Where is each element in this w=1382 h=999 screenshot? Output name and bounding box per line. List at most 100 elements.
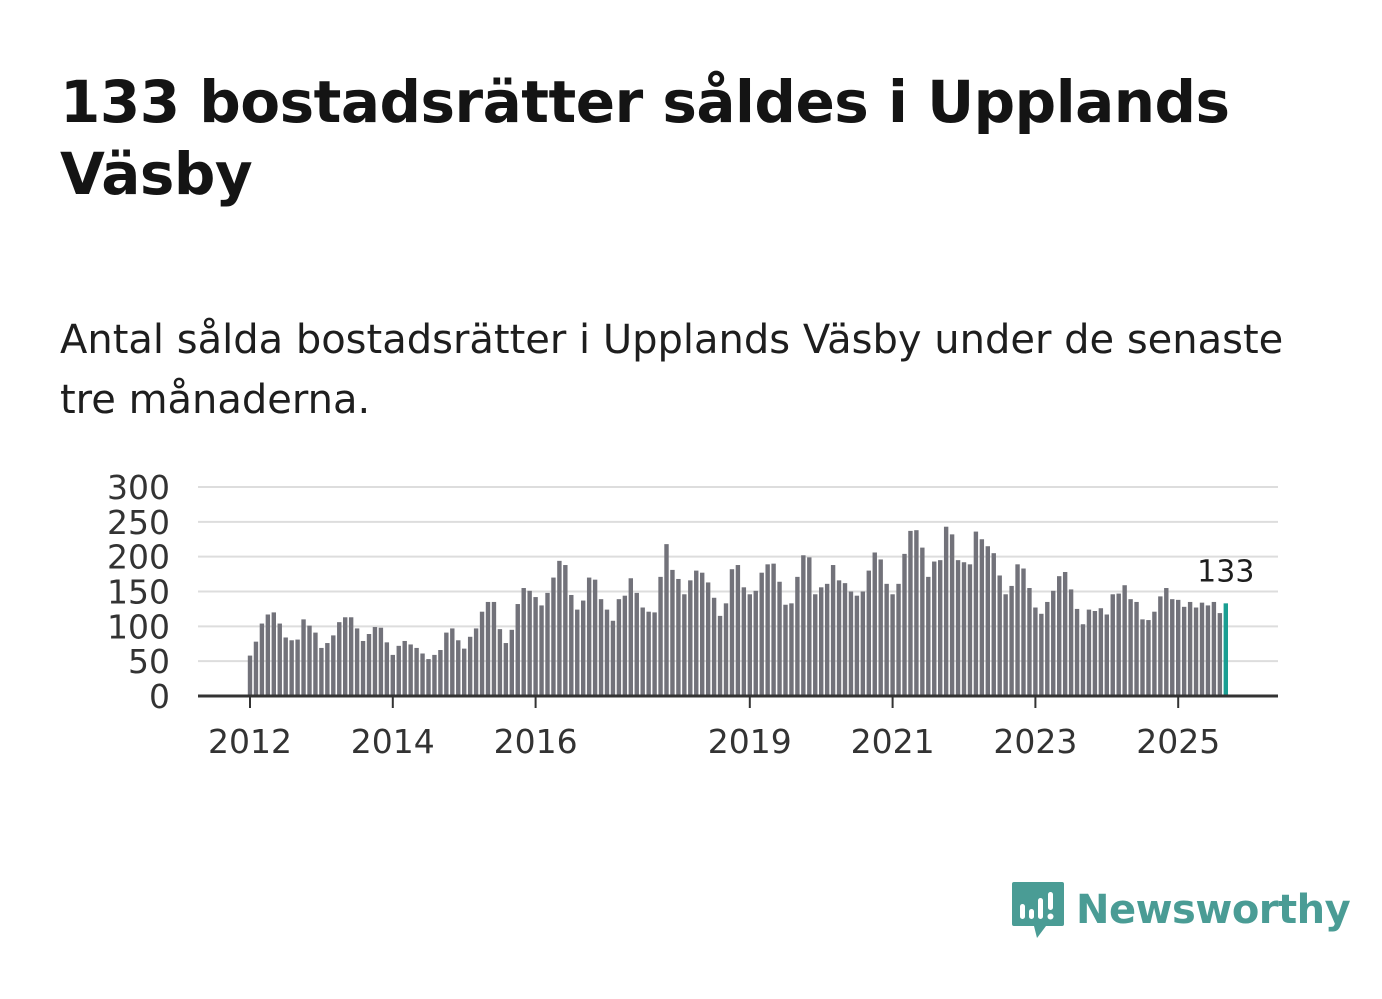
bar-2022-05 (985, 546, 990, 696)
bar-2014-08 (432, 654, 437, 696)
y-tick-label-150: 150 (107, 573, 170, 612)
axes (198, 694, 1278, 708)
bar-2014-07 (426, 659, 431, 696)
bar-2017-03 (616, 599, 622, 696)
bar-2021-01 (890, 594, 895, 696)
bar-2018-11 (735, 565, 741, 696)
bar-2014-03 (402, 640, 407, 696)
bar-2025-01 (1176, 599, 1181, 696)
bar-2012-11 (307, 625, 312, 696)
bar-2024-03 (1116, 593, 1121, 696)
bar-2019-09 (795, 576, 800, 696)
bar-2014-06 (420, 653, 425, 696)
page-title: 133 bostadsrätter såldes i Upplands Väsb… (60, 68, 1230, 208)
bar-2022-09 (1009, 585, 1014, 696)
bar-2020-10 (872, 552, 877, 696)
bar-2013-03 (331, 635, 336, 696)
bar-2012-12 (313, 632, 318, 696)
bar-2013-04 (337, 622, 342, 696)
bar-2012-10 (301, 619, 306, 696)
bar-2025-07 (1211, 601, 1217, 696)
bar-2022-02 (967, 564, 973, 696)
bar-2014-01 (390, 654, 395, 696)
bar-2021-04 (908, 530, 913, 696)
bar-2012-07 (283, 637, 288, 696)
bar-2015-04 (479, 611, 485, 696)
bar-2021-02 (896, 583, 901, 696)
bar-2017-05 (628, 578, 633, 696)
bar-2020-04 (836, 580, 842, 696)
x-tick-label-2012: 2012 (208, 722, 292, 761)
bar-2025-04 (1193, 607, 1199, 696)
bar-2013-05 (343, 617, 348, 696)
bar-2018-10 (729, 569, 735, 696)
bar-2015-10 (515, 604, 520, 696)
bar-2022-11 (1021, 568, 1026, 696)
bars (247, 526, 1228, 696)
bar-2019-11 (807, 557, 812, 696)
bar-2015-09 (509, 629, 514, 696)
bar-2015-07 (497, 629, 503, 696)
x-tick-label-2014: 2014 (351, 722, 435, 761)
bar-2013-11 (378, 627, 384, 696)
bar-2024-11 (1164, 588, 1169, 696)
bar-2023-12 (1098, 608, 1104, 696)
x-tick-label-2023: 2023 (993, 722, 1077, 761)
bar-2015-06 (491, 601, 497, 696)
bar-2022-12 (1027, 588, 1032, 696)
x-tick-label-2019: 2019 (708, 722, 792, 761)
bar-2014-12 (456, 640, 461, 696)
bar-2020-09 (866, 570, 871, 696)
bar-2024-09 (1152, 611, 1157, 696)
bar-2016-05 (557, 560, 562, 696)
bar-2013-10 (372, 627, 378, 696)
bar-2018-09 (723, 603, 729, 696)
bar-2020-02 (824, 583, 830, 696)
bar-2024-02 (1110, 594, 1115, 696)
bar-2017-12 (670, 569, 675, 696)
chart-subtitle: Antal sålda bostadsrätter i Upplands Väs… (60, 317, 1284, 423)
bar-2019-03 (759, 572, 764, 696)
bar-2012-06 (277, 623, 282, 696)
x-tick-label-2016: 2016 (494, 722, 578, 761)
bar-2014-10 (444, 632, 449, 696)
x-tick-label-2021: 2021 (851, 722, 935, 761)
bar-2025-03 (1187, 601, 1193, 696)
newsworthy-logo[interactable]: Newsworthy (1010, 880, 1351, 940)
y-tick-label-50: 50 (128, 642, 170, 681)
bar-2023-03 (1045, 601, 1050, 696)
bar-2023-08 (1074, 608, 1080, 696)
bar-2017-04 (622, 595, 628, 696)
bar-2024-08 (1146, 620, 1151, 696)
bar-2022-03 (973, 531, 979, 696)
newsworthy-chart-bubble-icon (1012, 882, 1064, 938)
bar-2022-01 (961, 562, 967, 696)
bar-2019-08 (789, 603, 794, 696)
last-value-label: 133 (1197, 554, 1254, 589)
bar-2021-12 (955, 560, 961, 696)
bar-2024-06 (1134, 601, 1139, 696)
bar-2024-04 (1122, 585, 1127, 696)
bar-2016-06 (563, 565, 568, 696)
bar-2023-06 (1062, 571, 1068, 696)
bar-undefined (1223, 603, 1228, 696)
bar-2024-10 (1158, 596, 1163, 696)
y-tick-label-0: 0 (149, 677, 170, 716)
bar-2020-11 (878, 559, 883, 696)
bar-2021-08 (932, 561, 937, 696)
bar-2013-01 (319, 647, 324, 696)
bar-2014-04 (408, 644, 413, 696)
bar-2017-07 (640, 607, 645, 696)
bar-2025-05 (1199, 602, 1205, 696)
bar-2013-07 (354, 628, 360, 696)
bar-2013-12 (384, 642, 390, 696)
bar-2015-05 (485, 601, 491, 696)
bar-2024-12 (1170, 599, 1175, 696)
bar-2024-01 (1104, 614, 1109, 696)
bar-2022-04 (979, 539, 985, 696)
bar-2017-09 (652, 612, 657, 696)
bar-2017-06 (634, 592, 639, 696)
bar-2021-11 (949, 534, 955, 696)
bar-2017-10 (658, 576, 663, 696)
